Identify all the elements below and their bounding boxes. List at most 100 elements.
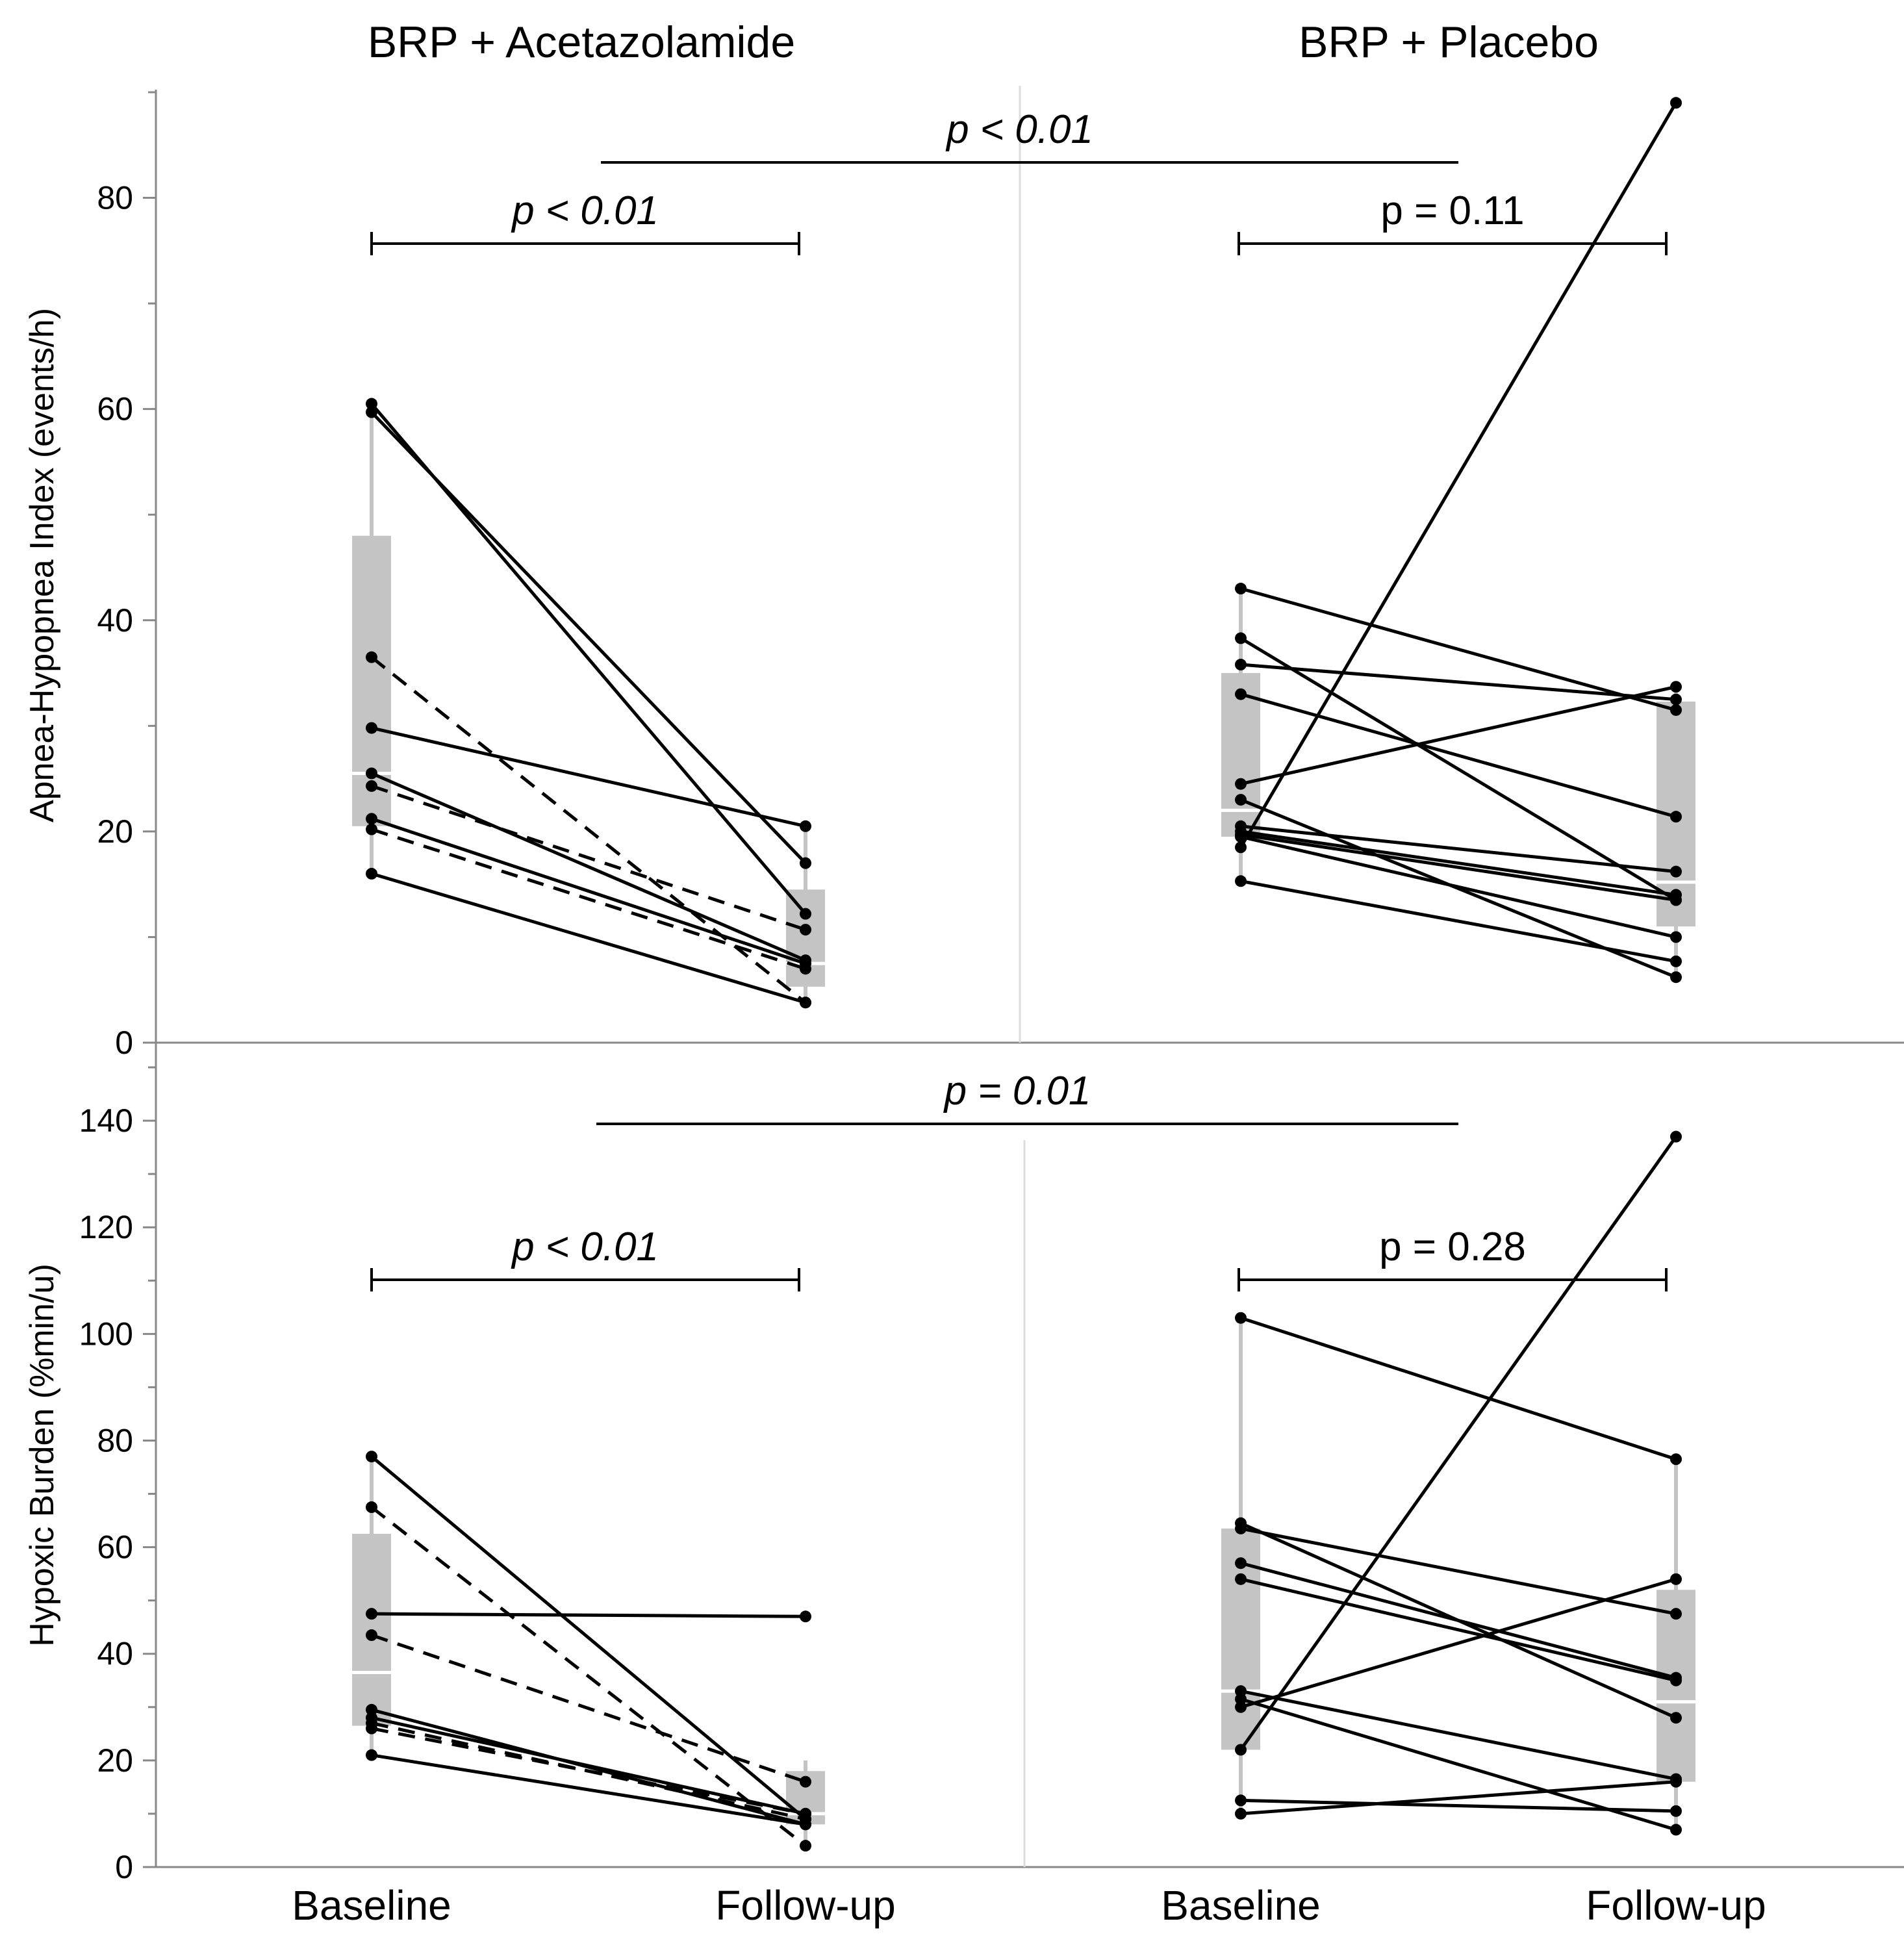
top-placebo-pair-line <box>1240 824 1677 874</box>
bottom-acet-pair-line <box>371 1612 806 1618</box>
bottom-acet-p-label-bg <box>494 1223 676 1272</box>
top-placebo-followup-point <box>1670 97 1682 109</box>
bottom-y-tick-label: 20 <box>97 1742 133 1779</box>
top-acet-baseline-point <box>366 813 377 825</box>
top-placebo-followup-point <box>1670 865 1682 878</box>
bottom-placebo-baseline-point <box>1235 1557 1247 1570</box>
top-placebo-followup-point <box>1670 971 1682 984</box>
bottom-acet-followup-point <box>800 1775 811 1788</box>
bottom-acet-pair-line <box>371 1727 806 1816</box>
top-placebo-pair-line <box>1240 685 1677 786</box>
top-placebo-baseline-point <box>1235 632 1247 644</box>
bottom-y-label: Hypoxic Burden (%min/u) <box>23 1264 61 1647</box>
top-placebo-pair-line <box>1239 101 1678 848</box>
bottom-y-tick-label: 60 <box>97 1529 133 1566</box>
bottom-y-tick-label: 140 <box>79 1102 133 1139</box>
top-acet-pair-line <box>371 726 806 828</box>
bottom-acet-baseline-point <box>366 1501 377 1514</box>
bottom-placebo-followup-point <box>1670 1775 1682 1788</box>
bottom-acet-followup-point <box>800 1610 811 1623</box>
group-title-acetazolamide: BRP + Acetazolamide <box>368 18 795 67</box>
bottom-placebo-followup-point <box>1670 1805 1682 1817</box>
top-placebo-baseline-point <box>1235 688 1247 700</box>
bottom-placebo-baseline-point <box>1235 1685 1247 1697</box>
bottom-placebo-baseline-point <box>1235 1744 1247 1756</box>
bottom-placebo-followup-point <box>1670 1573 1682 1585</box>
top-acet-followup-point <box>800 820 811 832</box>
bottom-placebo-pair-line <box>1240 1561 1677 1680</box>
top-placebo-within-p: p = 0.11 <box>1380 188 1524 233</box>
top-placebo-baseline-point <box>1235 875 1247 887</box>
x-label-acet-followup: Follow-up <box>715 1882 895 1929</box>
group-title-placebo: BRP + Placebo <box>1299 18 1599 67</box>
top-placebo-followup-point <box>1670 681 1682 693</box>
top-placebo-baseline-point <box>1235 659 1247 671</box>
bottom-panel: 0 20 40 60 80 100 120 140 p = 0.01 p < 0.01 p = 0.… <box>23 1043 1904 1885</box>
top-placebo-pair-line <box>1240 587 1677 712</box>
bottom-placebo-pair-line <box>1240 1527 1677 1616</box>
top-placebo-baseline-point <box>1235 794 1247 806</box>
bottom-placebo-within-p: p = 0.28 <box>1379 1225 1526 1269</box>
bottom-between-group-p: p = 0.01 <box>943 1069 1091 1113</box>
top-placebo-pair-line <box>1240 830 1677 896</box>
bottom-y-tick-label: 0 <box>115 1849 133 1885</box>
x-label-acet-baseline: Baseline <box>292 1882 451 1929</box>
top-placebo-p-label-bg <box>1362 186 1543 236</box>
top-acet-baseline-point <box>366 406 377 418</box>
bottom-placebo-p-label-bg <box>1362 1223 1543 1272</box>
top-between-group-p: p < 0.01 <box>945 107 1093 152</box>
top-placebo-baseline-point <box>1235 831 1247 843</box>
top-acet-baseline-point <box>366 780 377 792</box>
top-placebo-followup-point <box>1670 704 1682 716</box>
top-acet-followup-point <box>800 924 811 936</box>
bottom-acet-baseline-point <box>366 1749 377 1761</box>
bottom-y-tick-label: 40 <box>97 1636 133 1672</box>
top-acet-baseline-point <box>366 867 377 880</box>
top-placebo-pair-line <box>1240 663 1677 702</box>
top-acet-pair-line <box>370 411 807 865</box>
bottom-placebo-followup-point <box>1670 1824 1682 1836</box>
top-acet-pair-line <box>371 784 806 932</box>
top-acet-pair-line <box>371 828 806 971</box>
x-label-placebo-baseline: Baseline <box>1161 1882 1321 1929</box>
bottom-y-tick-label: 120 <box>79 1209 133 1245</box>
top-y-label: Apnea-Hypopnea Index (events/h) <box>23 308 61 822</box>
top-y-tick-label: 80 <box>97 180 133 216</box>
bottom-placebo-followup-point <box>1670 1674 1682 1686</box>
bottom-y-tick-label: 80 <box>97 1422 133 1458</box>
bottom-placebo-pair-line <box>1239 1136 1678 1751</box>
bottom-acet-pair-line <box>371 1716 806 1816</box>
top-plot-area: 0 20 40 60 80 p < 0.01 p < 0.01 p = 0.11 <box>97 91 1695 1061</box>
bottom-placebo-pair-line <box>1240 1780 1677 1816</box>
top-acet-followup-point <box>800 908 811 920</box>
top-y-tick-label: 40 <box>97 602 133 639</box>
top-acet-pair-line <box>371 872 806 1004</box>
bottom-placebo-followup-point <box>1670 1608 1682 1620</box>
top-placebo-followup-point <box>1670 931 1682 943</box>
bottom-placebo-pair-line <box>1240 1577 1677 1683</box>
bottom-plot-area: 0 20 40 60 80 100 120 140 p = 0.01 p < 0.01 p = 0.… <box>79 1066 1695 1885</box>
top-y-tick-label: 60 <box>97 391 133 427</box>
bottom-placebo-baseline-point <box>1235 1701 1247 1713</box>
bottom-acet-baseline-point <box>366 1703 377 1716</box>
bottom-placebo-pair-line <box>1240 1689 1677 1781</box>
bottom-acet-pair-line <box>371 1633 806 1784</box>
bottom-placebo-followup-point <box>1670 1130 1682 1143</box>
top-placebo-pair-line <box>1240 693 1677 819</box>
bottom-acet-followup-point <box>800 1840 811 1852</box>
top-placebo-pair-line <box>1240 879 1677 963</box>
bottom-placebo-pair-line <box>1240 1316 1677 1461</box>
top-placebo-baseline-point <box>1235 841 1247 854</box>
bottom-acet-baseline-point <box>366 1608 377 1620</box>
top-acet-baseline-point <box>366 398 377 410</box>
bottom-placebo-pair-line <box>1240 1577 1677 1709</box>
top-placebo-pair-line <box>1239 637 1677 902</box>
top-placebo-followup-point <box>1670 894 1682 906</box>
bottom-acet-baseline-point <box>366 1629 377 1642</box>
top-acet-baseline-point <box>366 722 377 734</box>
bottom-placebo-baseline-point <box>1235 1573 1247 1585</box>
top-acet-baseline-point <box>366 823 377 835</box>
x-label-placebo-followup: Follow-up <box>1586 1882 1766 1929</box>
top-placebo-followup-point <box>1670 811 1682 823</box>
